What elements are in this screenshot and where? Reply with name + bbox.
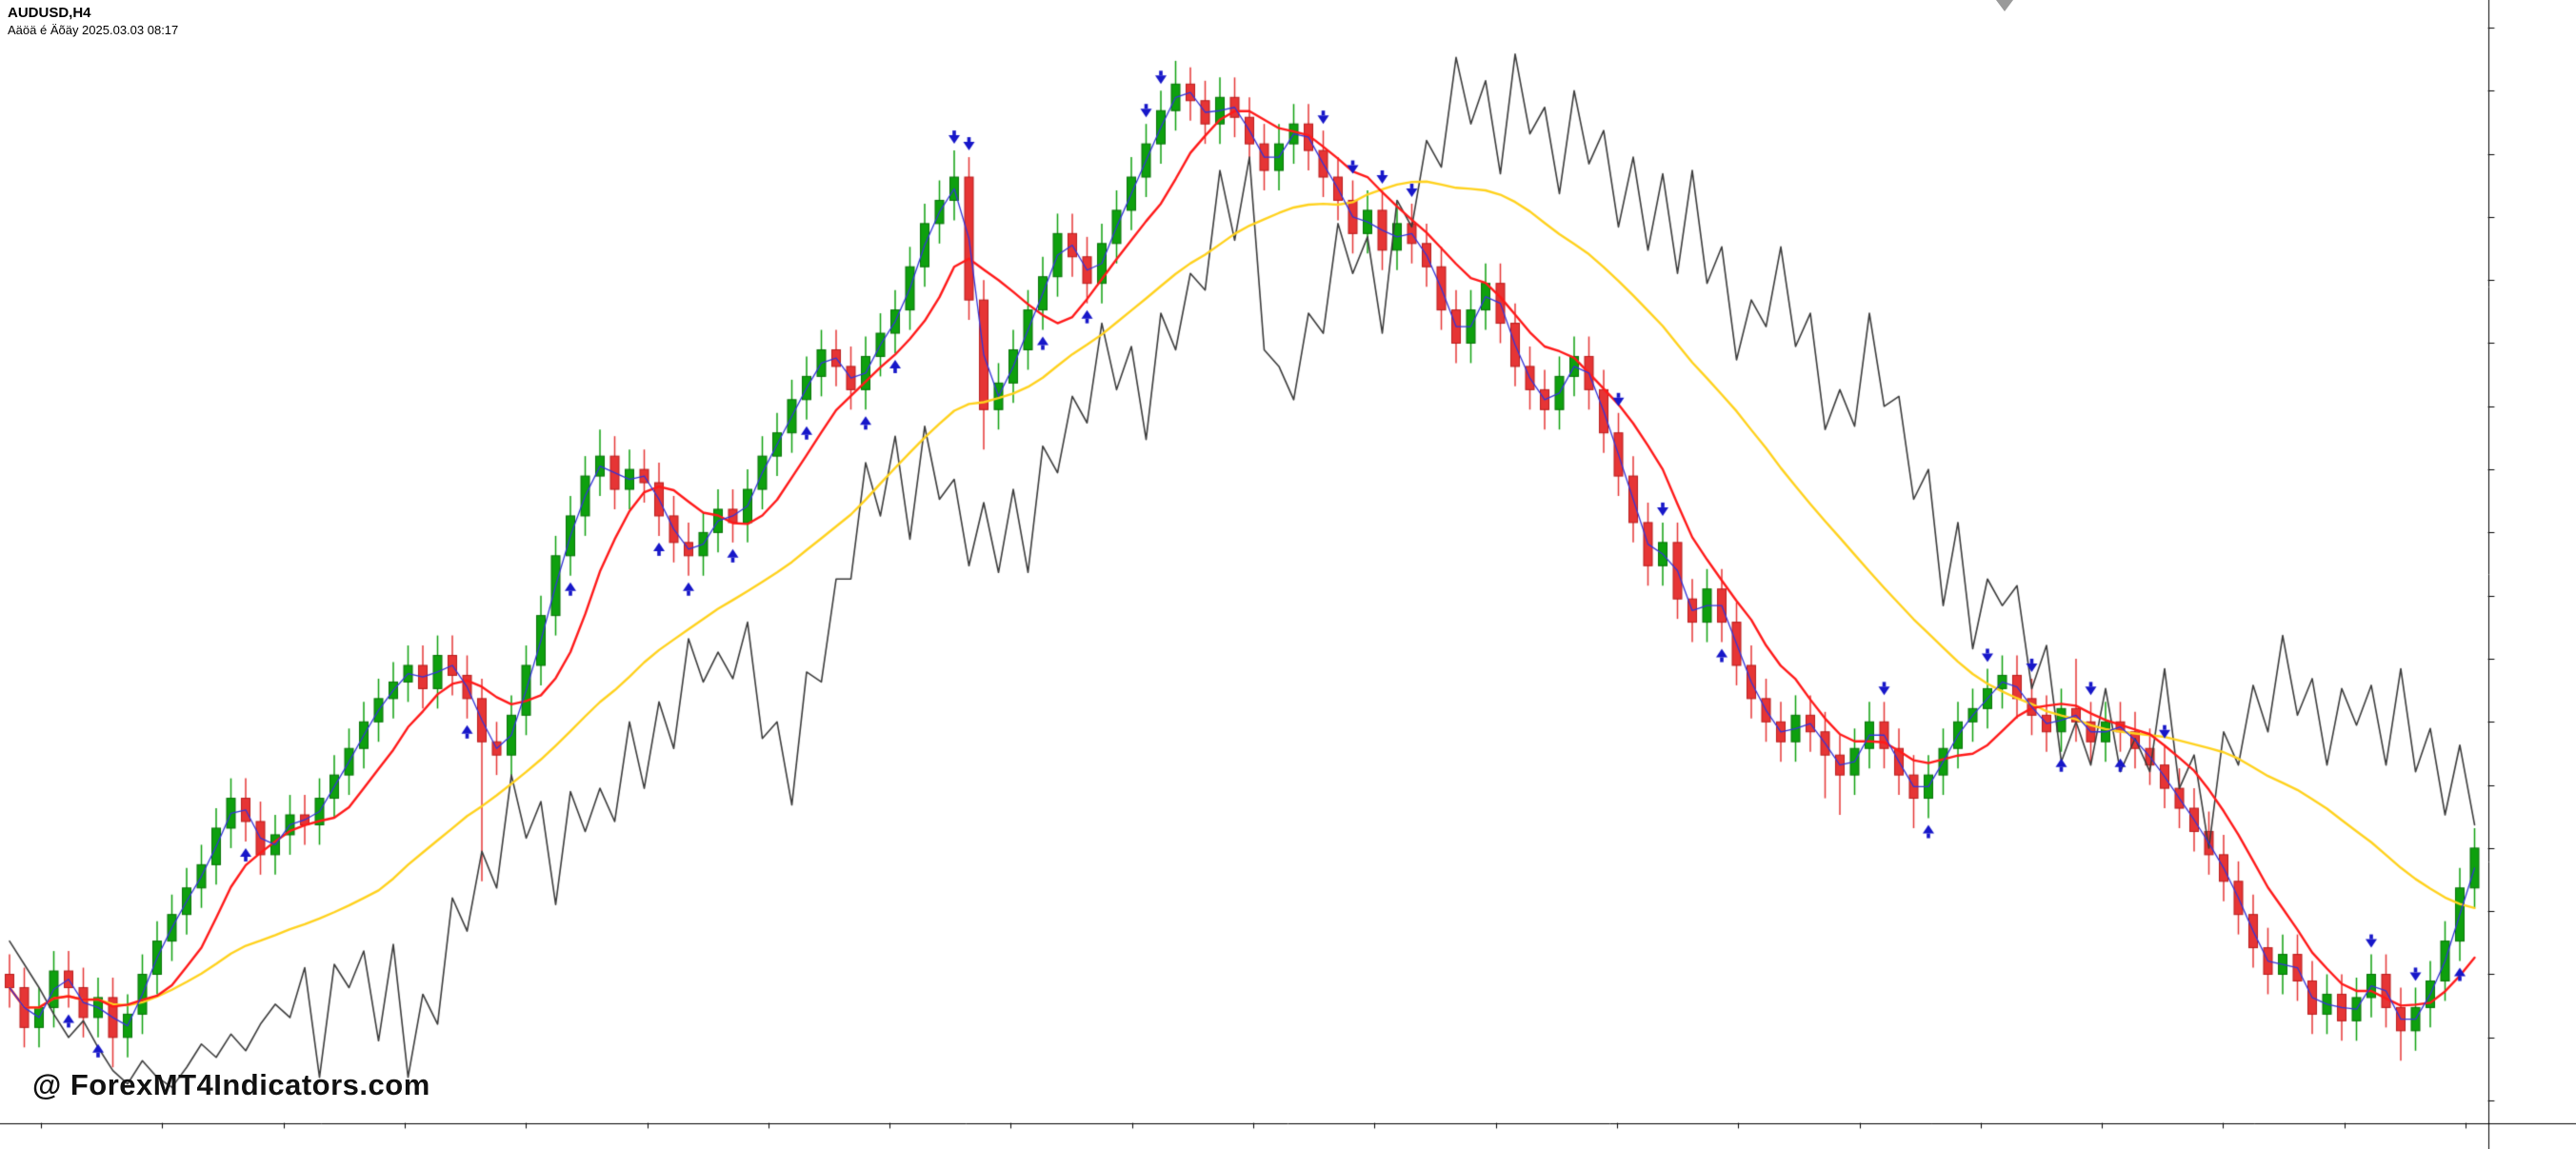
indicator-status-label: Aäöä é Äõäy 2025.03.03 08:17 bbox=[8, 23, 179, 37]
symbol-timeframe-label: AUDUSD,H4 bbox=[8, 5, 91, 21]
watermark-text: @ ForexMT4Indicators.com bbox=[32, 1068, 430, 1101]
scroll-position-marker-icon bbox=[1996, 0, 2013, 11]
price-axis[interactable]: 0.694700.692800.690900.689000.687100.685… bbox=[2488, 0, 2576, 1123]
time-axis[interactable]: 10 Sep 202412 Sep 04:0013 Sep 12:0016 Se… bbox=[0, 1123, 2576, 1149]
